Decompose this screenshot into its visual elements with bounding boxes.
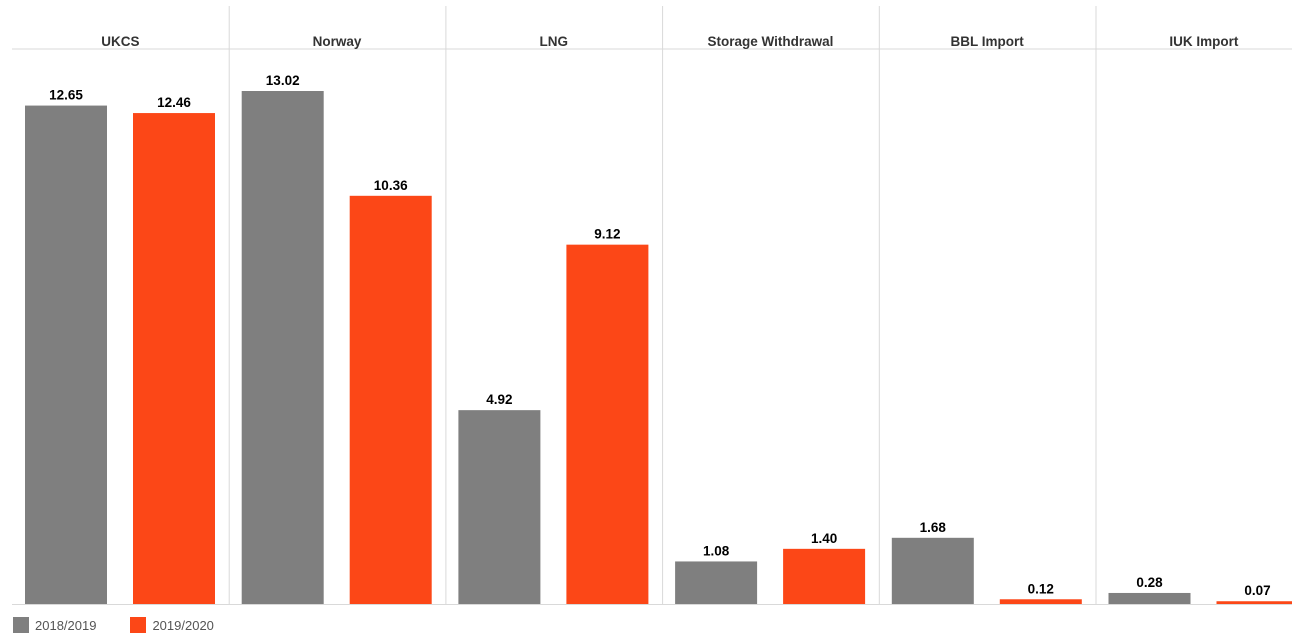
- bar-iuk-import-series-1: [1108, 592, 1191, 604]
- bar-bbl-import-series-1: [891, 537, 974, 604]
- bar-bbl-import-series-2: [999, 599, 1082, 604]
- bar-norway-series-2: [349, 195, 432, 604]
- category-label-storage-withdrawal: Storage Withdrawal: [707, 34, 833, 49]
- value-label-lng-series-1: 4.92: [486, 392, 512, 407]
- bar-lng-series-2: [566, 244, 649, 605]
- value-label-storage-withdrawal-series-2: 1.40: [811, 531, 837, 546]
- panel-separators: [12, 6, 1292, 605]
- bar-storage-withdrawal-series-1: [675, 561, 758, 604]
- value-labels: 12.65 12.46 13.02 10.36 4.92 9.12 1.08 1.40 1.68…: [49, 73, 1271, 598]
- bar-ukcs-series-1: [25, 105, 107, 604]
- bar-iuk-import-series-2: [1216, 601, 1292, 604]
- category-label-bbl-import: BBL Import: [951, 34, 1025, 49]
- category-label-norway: Norway: [313, 34, 362, 49]
- value-label-iuk-import-series-1: 0.28: [1136, 575, 1163, 590]
- legend-swatch-series-2: [130, 617, 147, 633]
- value-label-norway-series-1: 13.02: [266, 73, 300, 88]
- category-label-ukcs: UKCS: [101, 34, 139, 49]
- bar-norway-series-1: [241, 91, 324, 604]
- category-label-lng: LNG: [540, 34, 569, 49]
- value-label-ukcs-series-2: 12.46: [157, 95, 191, 110]
- bar-lng-series-1: [458, 410, 541, 604]
- value-label-iuk-import-series-2: 0.07: [1244, 583, 1270, 598]
- legend-item-series-2: 2019/2020: [130, 617, 214, 633]
- bar-chart: UKCS Norway LNG Storage Withdrawal BBL Impor…: [12, 6, 1292, 605]
- legend-swatch-series-1: [13, 617, 29, 633]
- legend-item-series-1: 2018/2019: [13, 617, 96, 633]
- legend-label-series-1: 2018/2019: [35, 617, 97, 633]
- category-labels: UKCS Norway LNG Storage Withdrawal BBL Impor…: [101, 34, 1239, 49]
- bar-ukcs-series-2: [133, 113, 215, 604]
- legend-label-series-2: 2019/2020: [152, 617, 214, 633]
- value-label-bbl-import-series-1: 1.68: [920, 520, 947, 535]
- bars: [25, 91, 1292, 605]
- value-label-ukcs-series-1: 12.65: [49, 88, 83, 103]
- legend: 2018/2019 2019/2020: [13, 617, 248, 633]
- value-label-storage-withdrawal-series-1: 1.08: [703, 543, 730, 558]
- value-label-lng-series-2: 9.12: [594, 227, 620, 242]
- category-label-iuk-import: IUK Import: [1169, 34, 1239, 49]
- value-label-bbl-import-series-2: 0.12: [1028, 581, 1054, 596]
- value-label-norway-series-2: 10.36: [374, 178, 408, 193]
- bar-storage-withdrawal-series-2: [783, 548, 866, 604]
